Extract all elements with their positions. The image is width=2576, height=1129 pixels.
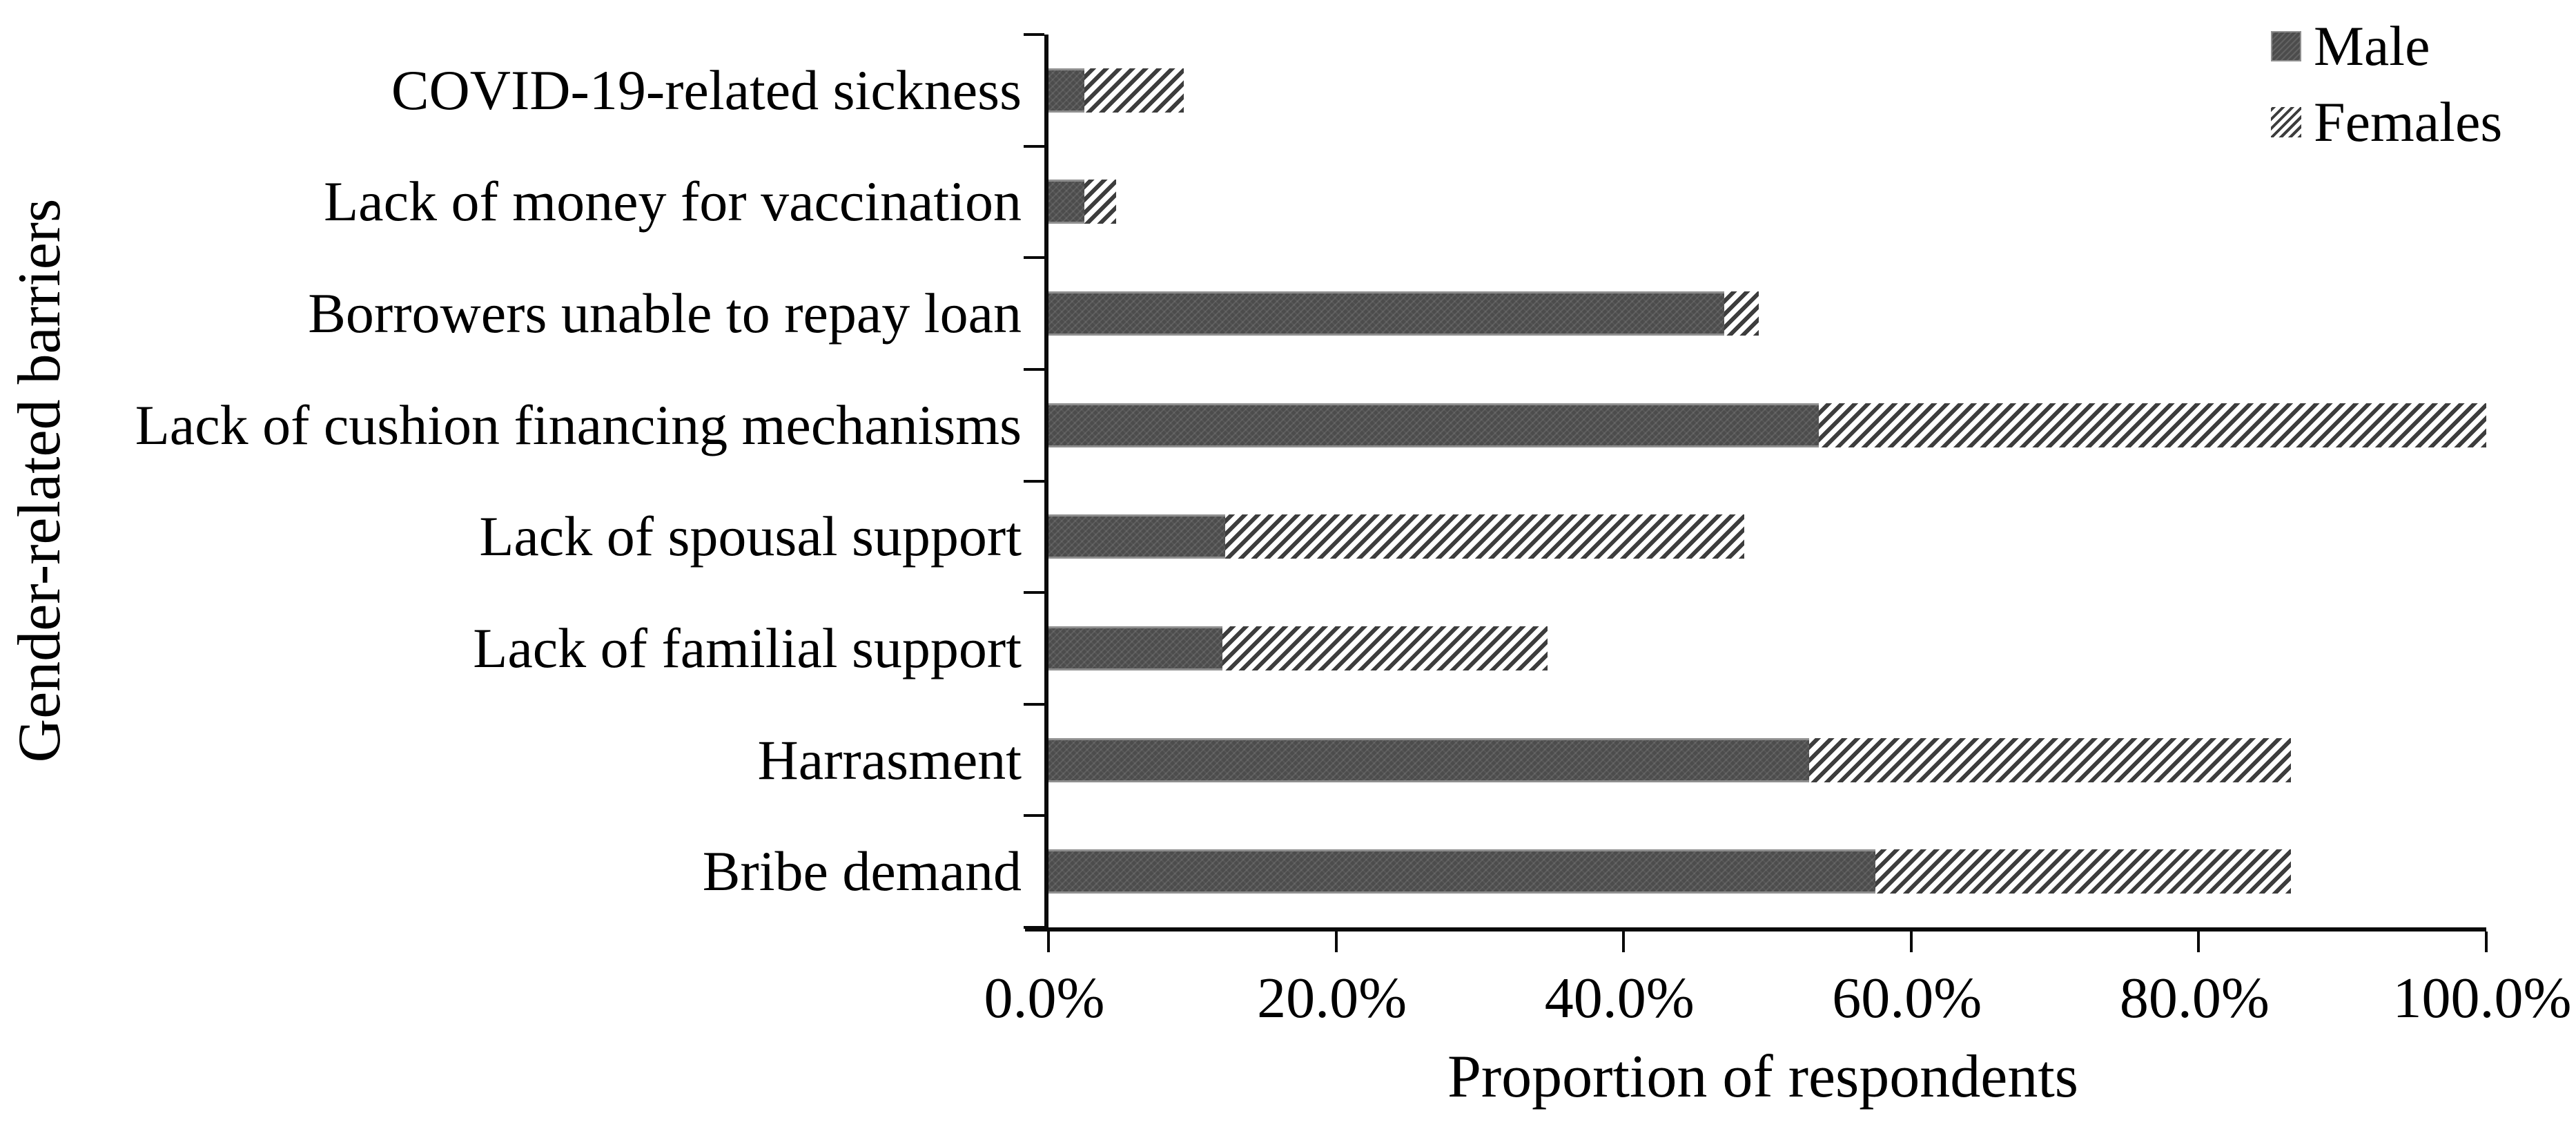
y-axis-tick xyxy=(1024,144,1044,148)
bar-segment-females xyxy=(1084,180,1116,224)
bar-segment-females xyxy=(1724,291,1759,336)
y-axis-tick xyxy=(1024,367,1044,371)
bar-row xyxy=(1048,403,2486,447)
x-axis-tick xyxy=(2485,932,2488,952)
legend-label-females: Females xyxy=(2314,90,2503,153)
category-label: COVID-19-related sickness xyxy=(391,58,1022,122)
y-axis-tick xyxy=(1024,256,1044,260)
bar-segment-females xyxy=(1222,626,1548,670)
bar-row xyxy=(1048,514,1745,559)
bar-segment-male xyxy=(1048,514,1226,559)
y-axis-tick xyxy=(1024,814,1044,818)
y-axis-tick xyxy=(1024,702,1044,706)
females-hatch-swatch-icon xyxy=(2271,107,2301,137)
x-tick-label: 20.0% xyxy=(1257,966,1407,1030)
y-axis-tick xyxy=(1024,591,1044,595)
bar-segment-male xyxy=(1048,291,1724,336)
x-tick-label: 40.0% xyxy=(1544,966,1695,1030)
x-axis-tick xyxy=(1334,932,1338,952)
plot-area xyxy=(1024,33,2488,952)
x-axis-tick xyxy=(1622,932,1626,952)
category-label: Bribe demand xyxy=(702,840,1022,903)
x-tick-label: 80.0% xyxy=(2119,966,2270,1030)
y-axis-tick xyxy=(1024,33,1044,36)
bar-segment-male xyxy=(1048,180,1085,224)
bar-row xyxy=(1048,737,2291,782)
bar-segment-females xyxy=(1084,68,1184,113)
y-axis-tick xyxy=(1024,479,1044,483)
x-axis-tick xyxy=(1047,932,1050,952)
legend-item-male: Male xyxy=(2271,18,2502,75)
category-label: Lack of money for vaccination xyxy=(324,170,1022,233)
bar-row xyxy=(1048,180,1116,224)
category-label: Harrasment xyxy=(757,728,1022,791)
category-label: Lack of familial support xyxy=(473,616,1022,679)
male-solid-swatch-icon xyxy=(2271,31,2301,61)
bar-row xyxy=(1048,291,1759,336)
bar-segment-females xyxy=(1808,737,2291,782)
bar-segment-male xyxy=(1048,849,1875,894)
x-axis-title: Proportion of respondents xyxy=(1447,1043,2079,1110)
y-axis-tick xyxy=(1024,926,1044,929)
legend-label-male: Male xyxy=(2314,15,2430,77)
legend-item-females: Females xyxy=(2271,94,2502,151)
x-tick-label: 60.0% xyxy=(1832,966,1982,1030)
bar-segment-females xyxy=(1819,403,2486,447)
x-axis-tick xyxy=(2197,932,2201,952)
bar-segment-male xyxy=(1048,737,1809,782)
bar-segment-male xyxy=(1048,626,1223,670)
bar-row xyxy=(1048,68,1184,113)
x-tick-label: 0.0% xyxy=(984,966,1105,1030)
bar-segment-females xyxy=(1225,514,1745,559)
x-tick-label: 100.0% xyxy=(2392,966,2572,1030)
bar-segment-male xyxy=(1048,68,1085,113)
bar-row xyxy=(1048,849,2291,894)
bar-segment-male xyxy=(1048,403,1819,447)
legend: Male Females xyxy=(2271,18,2502,151)
category-label: Lack of spousal support xyxy=(479,505,1022,568)
category-label: Lack of cushion financing mechanisms xyxy=(135,393,1022,456)
bar-row xyxy=(1048,626,1548,670)
x-axis-line xyxy=(1025,927,2486,932)
bar-segment-females xyxy=(1875,849,2291,894)
x-axis-tick xyxy=(1909,932,1913,952)
category-label: Borrowers unable to repay loan xyxy=(308,282,1022,345)
